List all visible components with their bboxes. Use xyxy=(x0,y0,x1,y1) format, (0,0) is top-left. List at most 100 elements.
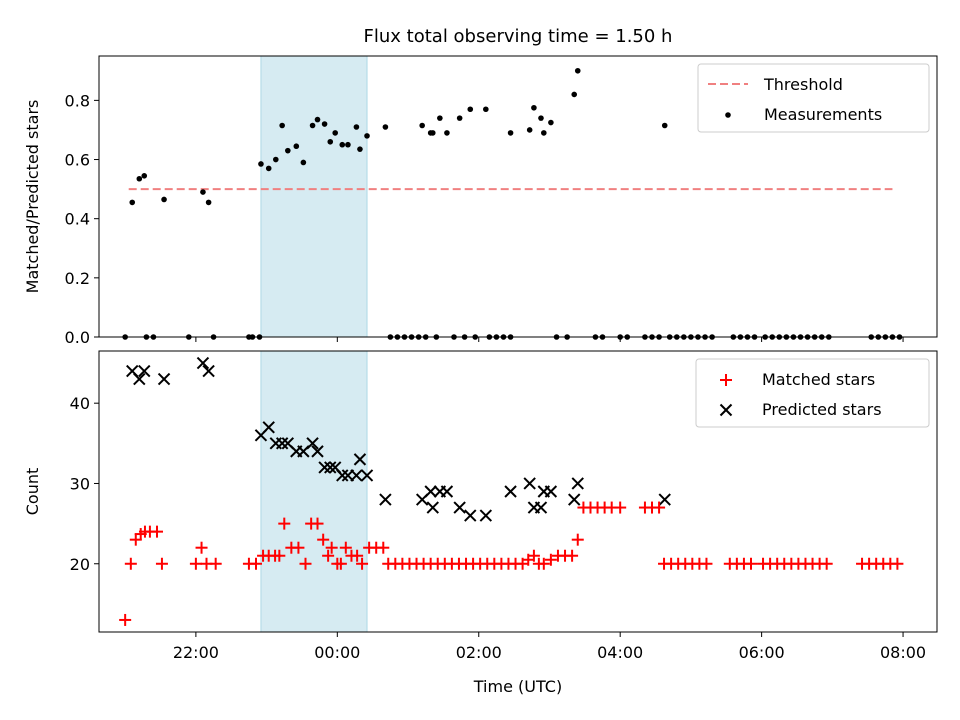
predicted-stroke-b xyxy=(311,445,324,458)
predicted-stroke-b xyxy=(281,437,295,450)
predicted-stroke-b xyxy=(523,477,536,490)
matched-point xyxy=(119,613,132,626)
predicted-point xyxy=(571,477,584,490)
matched-point xyxy=(566,549,579,562)
legend-predicted-swatch-b xyxy=(719,403,733,417)
x-tick-label: 02:00 xyxy=(456,643,502,662)
predicted-point xyxy=(464,509,477,522)
measurement-point xyxy=(321,121,328,127)
observing-span xyxy=(260,55,368,338)
predicted-point xyxy=(523,477,536,490)
predicted-stroke-b xyxy=(658,493,671,506)
matched-point xyxy=(745,557,758,570)
predicted-point xyxy=(353,453,367,466)
matched-point xyxy=(351,549,364,562)
predicted-point xyxy=(133,372,146,386)
matched-point xyxy=(249,557,262,570)
predicted-stroke-b xyxy=(196,356,210,370)
top-legend: Threshold Measurements xyxy=(697,63,930,133)
measurement-point xyxy=(293,143,300,150)
measurement-point xyxy=(574,67,581,74)
predicted-stroke-b xyxy=(318,461,331,474)
measurement-point xyxy=(483,106,489,113)
predicted-point xyxy=(311,445,324,458)
measurement-point xyxy=(429,130,436,136)
chart-title: Flux total observing time = 1.50 h xyxy=(364,26,673,47)
legend-threshold-label: Threshold xyxy=(763,75,843,94)
measurement-point xyxy=(419,122,425,129)
y-tick-label: 0.4 xyxy=(65,210,90,229)
y-tick-label: 0.6 xyxy=(65,151,90,170)
legend-box xyxy=(697,63,930,133)
predicted-stroke-b xyxy=(479,509,493,522)
predicted-point xyxy=(138,364,151,378)
measurement-point xyxy=(272,156,279,163)
measurement-point xyxy=(444,130,450,136)
predicted-stroke-b xyxy=(504,485,517,498)
predicted-point xyxy=(440,485,454,498)
measurement-point xyxy=(526,127,533,133)
y-tick-label: 0.2 xyxy=(65,269,90,288)
measurement-point xyxy=(531,104,537,111)
matched-point xyxy=(891,557,904,570)
measurement-point xyxy=(507,130,514,136)
matched-point xyxy=(614,501,627,514)
matched-point xyxy=(155,557,168,570)
matched-point xyxy=(195,541,208,554)
y-tick-label: 20 xyxy=(70,555,90,574)
matched-point xyxy=(299,557,312,570)
matched-point xyxy=(700,557,713,570)
predicted-point xyxy=(658,493,671,506)
predicted-point xyxy=(306,437,319,450)
predicted-stroke-b xyxy=(126,364,139,378)
measurement-point xyxy=(314,116,321,123)
y-axis-label: Matched/Predicted stars xyxy=(23,100,42,294)
measurement-point xyxy=(258,161,264,167)
x-tick-label: 08:00 xyxy=(880,643,926,662)
matched-point xyxy=(653,501,666,514)
matched-point xyxy=(356,557,369,570)
predicted-stroke-b xyxy=(262,421,275,434)
predicted-point xyxy=(324,461,337,474)
predicted-point xyxy=(544,485,558,498)
predicted-stroke-b xyxy=(379,493,392,506)
measurement-point xyxy=(141,172,148,179)
predicted-stroke-b xyxy=(534,501,548,514)
predicted-stroke-b xyxy=(350,469,363,482)
matched-point xyxy=(150,525,163,538)
y-tick-label: 0.0 xyxy=(65,328,90,347)
x-tick-label: 22:00 xyxy=(173,643,219,662)
predicted-point xyxy=(336,469,349,482)
predicted-point xyxy=(196,356,210,370)
matched-point xyxy=(189,557,202,570)
predicted-point xyxy=(426,501,439,514)
measurement-point xyxy=(265,165,272,172)
predicted-point xyxy=(479,509,493,522)
predicted-stroke-b xyxy=(571,477,584,490)
predicted-stroke-b xyxy=(324,461,337,474)
predicted-stroke-b xyxy=(353,453,367,466)
measurement-point xyxy=(327,138,334,145)
x-tick-label: 04:00 xyxy=(597,643,643,662)
predicted-stroke-b xyxy=(544,485,558,498)
predicted-stroke-b xyxy=(202,364,215,378)
y-tick-label: 30 xyxy=(70,474,90,493)
predicted-stroke-b xyxy=(440,485,454,498)
legend-box xyxy=(695,358,930,428)
predicted-stroke-b xyxy=(453,501,466,514)
measurement-point xyxy=(541,130,547,136)
measurement-point xyxy=(300,159,307,166)
top-panel: 0.0 0.2 0.4 0.6 0.8 Matched/Predicted stars Th… xyxy=(23,55,938,347)
matched-point xyxy=(317,533,330,546)
measurement-point xyxy=(364,133,370,139)
predicted-stroke-b xyxy=(336,469,349,482)
matched-point xyxy=(537,557,550,570)
matched-point xyxy=(278,517,291,530)
bottom-axes-frame xyxy=(98,350,938,633)
predicted-point xyxy=(275,437,289,450)
predicted-stroke-b xyxy=(133,372,146,386)
measurement-point xyxy=(200,189,206,195)
measurement-point xyxy=(437,115,443,121)
matched-point xyxy=(209,557,222,570)
x-tick-label: 00:00 xyxy=(314,643,360,662)
